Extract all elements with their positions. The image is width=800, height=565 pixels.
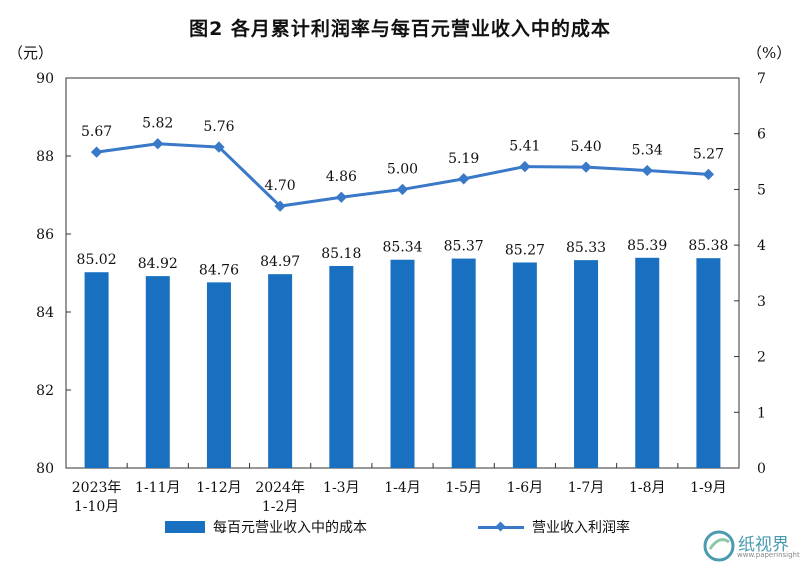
line-data-label: 5.27 bbox=[693, 146, 724, 162]
x-tick-label: 1-5月 bbox=[445, 480, 482, 496]
line-point bbox=[519, 160, 531, 173]
y-right-tick-label: 4 bbox=[757, 238, 766, 254]
bar bbox=[390, 259, 415, 468]
line-point bbox=[152, 138, 164, 150]
x-tick-label: 1-6月 bbox=[507, 480, 544, 496]
bar-data-label: 85.38 bbox=[688, 238, 728, 254]
line-point bbox=[213, 141, 225, 153]
x-tick-label: 1-4月 bbox=[384, 480, 421, 496]
line-data-label: 4.86 bbox=[326, 169, 357, 185]
bar-data-label: 85.37 bbox=[444, 239, 484, 255]
bar-data-label: 85.34 bbox=[382, 240, 422, 256]
x-tick-label: 1-10月 bbox=[74, 499, 119, 515]
x-tick-label: 1-8月 bbox=[629, 480, 666, 496]
y-right-tick-label: 1 bbox=[757, 405, 766, 421]
bar-data-label: 85.18 bbox=[321, 246, 361, 262]
line-point bbox=[458, 173, 470, 185]
line-data-label: 5.40 bbox=[570, 139, 601, 155]
bar bbox=[574, 260, 599, 468]
y-right-tick-label: 3 bbox=[757, 294, 766, 310]
logo-name: 纸视界 bbox=[738, 535, 789, 555]
logo-url: www.paperinsight.net bbox=[737, 551, 800, 559]
bar bbox=[206, 282, 231, 468]
line-data-label: 5.67 bbox=[81, 124, 112, 140]
bar-data-label: 85.27 bbox=[505, 242, 545, 258]
line-data-label: 5.34 bbox=[632, 142, 663, 158]
y-right-tick-label: 6 bbox=[757, 127, 766, 143]
bar bbox=[635, 257, 660, 468]
x-tick-label: 1-9月 bbox=[690, 480, 727, 496]
line-data-label: 5.82 bbox=[142, 116, 173, 132]
line-data-label: 5.19 bbox=[448, 151, 479, 167]
y-left-tick-label: 88 bbox=[36, 149, 54, 165]
bar bbox=[451, 258, 476, 468]
bar-data-label: 85.39 bbox=[627, 238, 667, 254]
chart-title: 图2 各月累计利润率与每百元营业收入中的成本 bbox=[189, 18, 611, 40]
y-right-tick-label: 2 bbox=[757, 350, 766, 366]
legend-bar-label: 每百元营业收入中的成本 bbox=[213, 520, 367, 536]
bar-data-label: 84.92 bbox=[138, 256, 178, 272]
line-point bbox=[702, 168, 715, 181]
y-left-tick-label: 84 bbox=[36, 305, 54, 321]
x-tick-label: 2024年 bbox=[255, 480, 305, 496]
y-left-tick-label: 80 bbox=[36, 461, 54, 477]
x-tick-label: 1-7月 bbox=[568, 480, 605, 496]
y-right-tick-label: 0 bbox=[757, 461, 766, 477]
line-data-label: 5.41 bbox=[509, 139, 540, 155]
y-right-unit: （%） bbox=[747, 44, 791, 62]
legend-bar-swatch bbox=[165, 521, 205, 533]
x-tick-label: 1-2月 bbox=[262, 499, 299, 515]
line-data-label: 4.70 bbox=[265, 178, 296, 194]
line-data-label: 5.76 bbox=[203, 119, 234, 135]
legend-line-label: 营业收入利润率 bbox=[532, 520, 630, 536]
x-tick-label: 1-11月 bbox=[135, 480, 180, 496]
bar-data-label: 84.76 bbox=[199, 262, 239, 278]
line-point bbox=[335, 191, 347, 203]
bar bbox=[145, 276, 170, 468]
logo-icon bbox=[703, 530, 735, 562]
legend-item-line: 营业收入利润率 bbox=[478, 517, 630, 537]
y-right-tick-label: 7 bbox=[757, 71, 766, 87]
line-point bbox=[90, 146, 103, 158]
legend-line-swatch bbox=[478, 521, 524, 533]
line-data-label: 5.00 bbox=[387, 161, 418, 177]
bar-data-label: 85.33 bbox=[566, 240, 606, 256]
x-tick-label: 1-12月 bbox=[196, 480, 241, 496]
line-point bbox=[641, 164, 653, 177]
bar bbox=[329, 265, 354, 468]
y-left-tick-label: 90 bbox=[36, 71, 54, 87]
bar-data-label: 85.02 bbox=[77, 252, 117, 268]
y-left-tick-label: 82 bbox=[36, 383, 54, 399]
legend-item-bar: 每百元营业收入中的成本 bbox=[165, 517, 367, 537]
y-left-unit: （元） bbox=[8, 44, 53, 62]
line-point bbox=[580, 161, 592, 173]
y-left-tick-label: 86 bbox=[36, 227, 54, 243]
line-point bbox=[396, 183, 409, 196]
x-tick-label: 1-3月 bbox=[323, 480, 360, 496]
bar bbox=[696, 258, 721, 468]
x-tick-label: 2023年 bbox=[72, 480, 122, 496]
y-right-tick-label: 5 bbox=[757, 182, 766, 198]
bar bbox=[512, 262, 537, 468]
bar bbox=[84, 272, 109, 468]
bar-data-label: 84.97 bbox=[260, 254, 300, 270]
legend: 每百元营业收入中的成本 营业收入利润率 bbox=[0, 517, 800, 541]
bar bbox=[268, 274, 293, 468]
line-point bbox=[274, 200, 286, 212]
watermark-logo: 纸视界 www.paperinsight.net bbox=[700, 528, 800, 565]
